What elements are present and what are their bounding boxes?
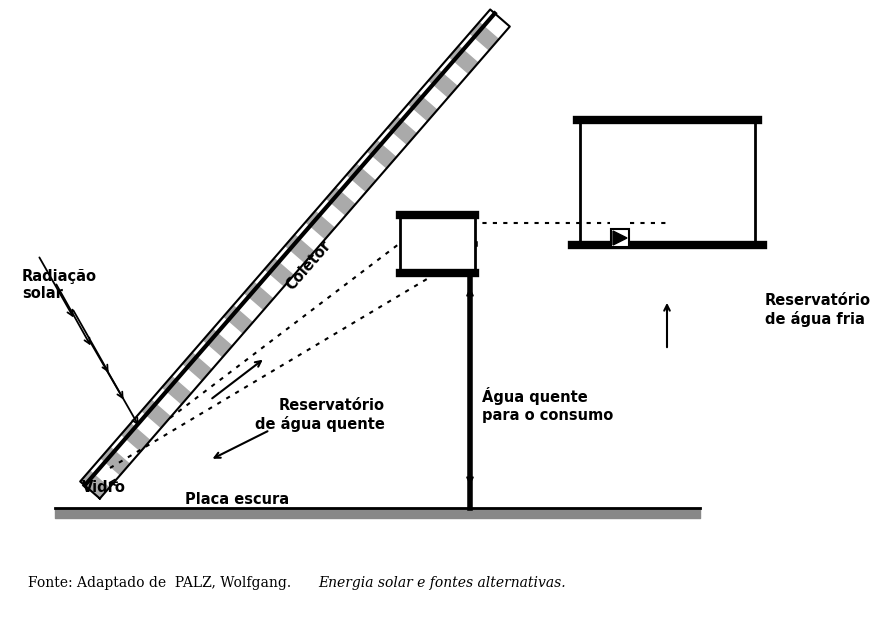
Polygon shape [367, 139, 397, 168]
Polygon shape [214, 317, 243, 345]
Polygon shape [80, 470, 110, 499]
Polygon shape [388, 115, 418, 144]
Polygon shape [142, 399, 172, 428]
Polygon shape [255, 269, 284, 298]
Polygon shape [275, 246, 305, 275]
Text: Coletor: Coletor [283, 238, 334, 294]
Polygon shape [480, 9, 510, 38]
Polygon shape [306, 210, 336, 239]
Polygon shape [121, 423, 151, 451]
Polygon shape [162, 375, 192, 404]
Polygon shape [398, 104, 428, 133]
Polygon shape [132, 411, 161, 439]
Text: Radiação
solar: Radiação solar [22, 269, 97, 301]
Polygon shape [316, 198, 346, 227]
Polygon shape [111, 434, 141, 463]
Polygon shape [224, 304, 254, 333]
Polygon shape [419, 80, 448, 109]
Polygon shape [152, 387, 182, 416]
Bar [580, 120, 755, 245]
Polygon shape [470, 21, 500, 50]
Polygon shape [613, 231, 627, 245]
Polygon shape [337, 175, 366, 204]
Text: Fonte: Adaptado de  PALZ, Wolfgang.: Fonte: Adaptado de PALZ, Wolfgang. [28, 576, 296, 590]
Text: Placa escura: Placa escura [185, 492, 289, 508]
Bar [400, 215, 475, 273]
Polygon shape [429, 68, 459, 97]
Polygon shape [183, 352, 213, 381]
Polygon shape [326, 186, 356, 215]
Polygon shape [90, 458, 120, 487]
Polygon shape [265, 257, 295, 286]
Polygon shape [449, 45, 479, 73]
Bar [611, 229, 629, 247]
Polygon shape [408, 92, 438, 121]
Text: Vidro: Vidro [82, 481, 126, 495]
Text: Reservatório
de água fria: Reservatório de água fria [765, 293, 871, 327]
Polygon shape [285, 234, 315, 262]
Polygon shape [244, 281, 274, 310]
Polygon shape [234, 292, 264, 321]
Polygon shape [378, 128, 407, 156]
Text: Água quente
para o consumo: Água quente para o consumo [482, 387, 613, 423]
Polygon shape [101, 446, 131, 475]
Polygon shape [203, 328, 233, 357]
Polygon shape [439, 57, 469, 86]
Polygon shape [460, 33, 489, 62]
Polygon shape [173, 363, 202, 392]
Polygon shape [347, 163, 377, 192]
Polygon shape [193, 340, 223, 369]
Text: Reservatório
de água quente: Reservatório de água quente [255, 398, 385, 432]
Polygon shape [357, 151, 387, 180]
Polygon shape [296, 222, 325, 251]
Text: Energia solar e fontes alternativas.: Energia solar e fontes alternativas. [318, 576, 566, 590]
